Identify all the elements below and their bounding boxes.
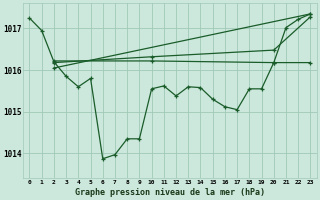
- X-axis label: Graphe pression niveau de la mer (hPa): Graphe pression niveau de la mer (hPa): [75, 188, 265, 197]
